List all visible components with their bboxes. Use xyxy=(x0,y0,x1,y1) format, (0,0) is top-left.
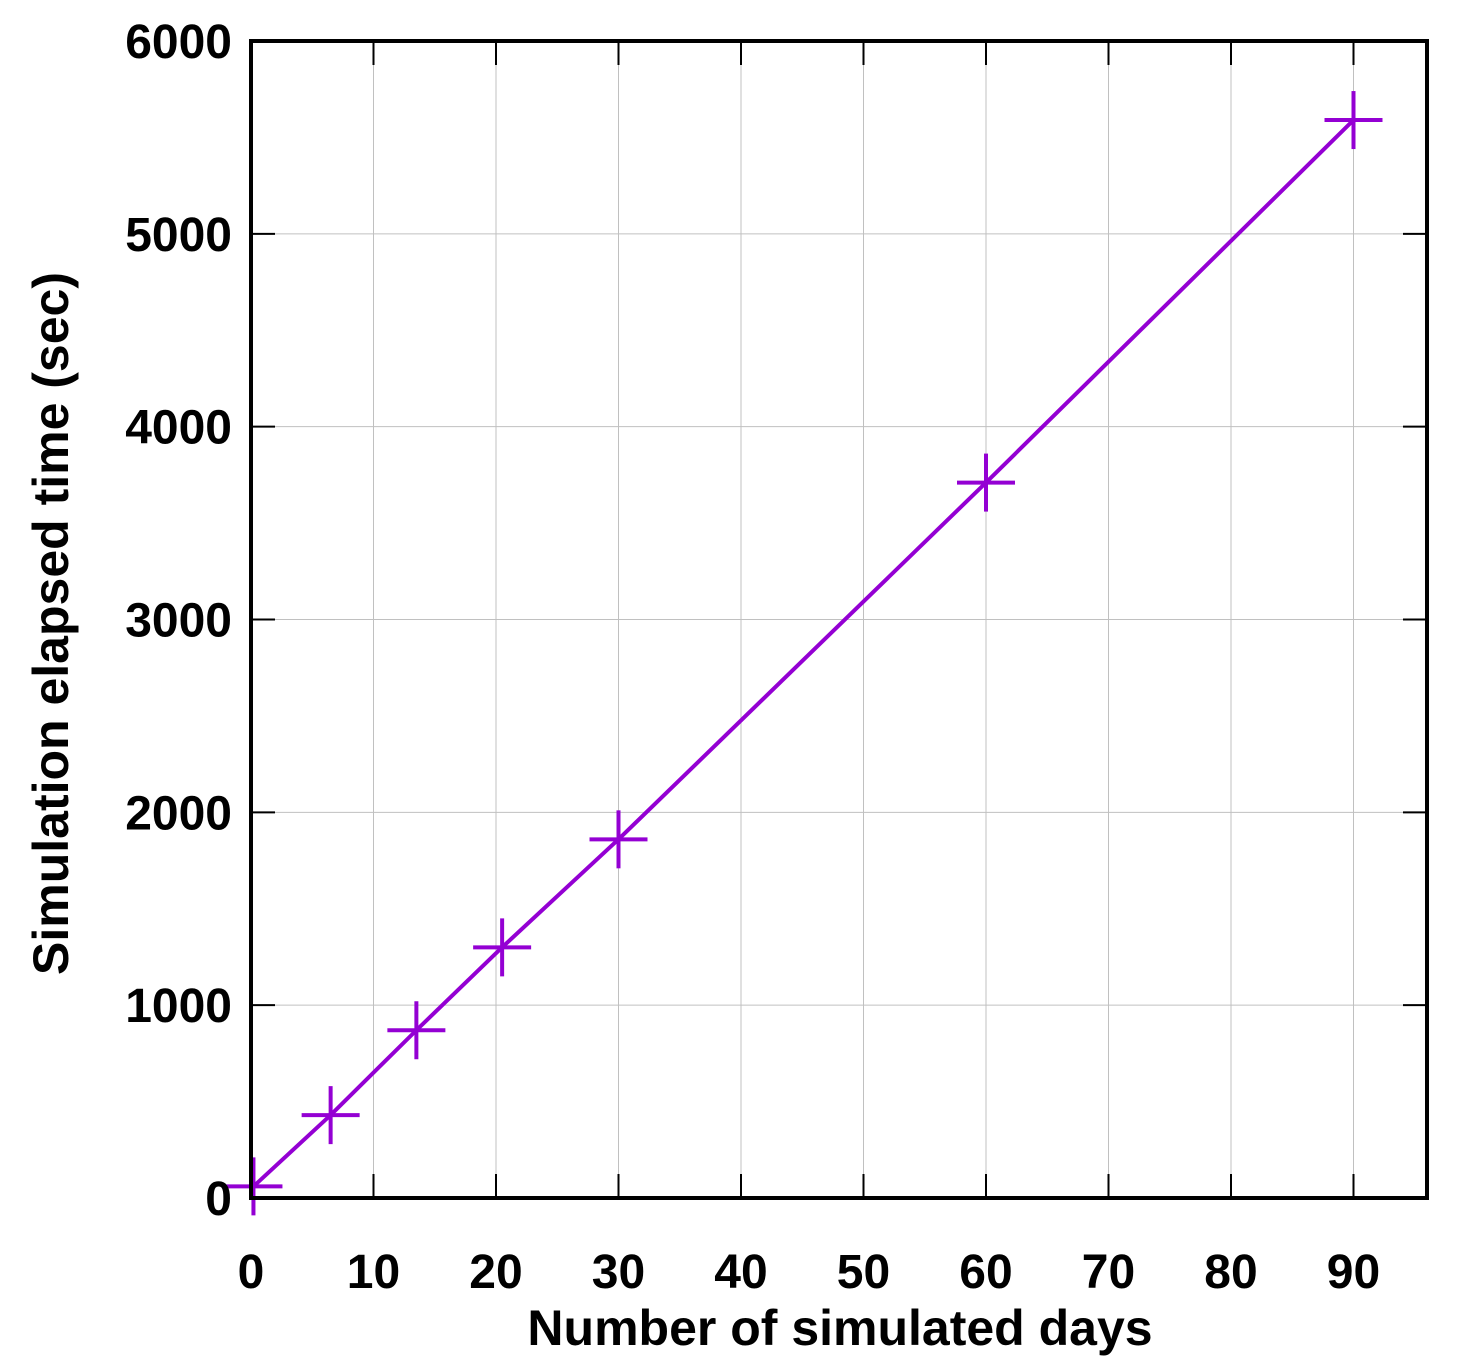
y-tick-label: 3000 xyxy=(125,595,232,648)
y-tick-label: 4000 xyxy=(125,402,232,455)
data-point-marker xyxy=(473,918,532,977)
x-tick-label: 90 xyxy=(1327,1246,1380,1299)
y-axis-title: Simulation elapsed time (sec) xyxy=(23,272,79,975)
x-axis-title: Number of simulated days xyxy=(527,1300,1152,1356)
x-tick-label: 10 xyxy=(347,1246,400,1299)
y-tick-label: 6000 xyxy=(125,16,232,69)
x-tick-label: 70 xyxy=(1082,1246,1135,1299)
series-layer xyxy=(224,91,1383,1216)
x-tick-label: 0 xyxy=(238,1246,265,1299)
tick-labels: 0 10 20 30 40 50 60 70 80 90 0 1000 2000 3000 4000 5000… xyxy=(125,16,1380,1299)
y-tick-label: 2000 xyxy=(125,787,232,840)
x-tick-label: 80 xyxy=(1204,1246,1257,1299)
series-line xyxy=(252,118,1355,1188)
data-point-marker xyxy=(224,1157,283,1216)
data-point-marker xyxy=(301,1086,360,1145)
y-tick-label: 0 xyxy=(205,1173,232,1226)
data-point-marker xyxy=(387,1001,446,1060)
y-tick-label: 1000 xyxy=(125,980,232,1033)
x-tick-label: 60 xyxy=(959,1246,1012,1299)
plot-frame xyxy=(249,39,1429,1200)
x-tick-label: 30 xyxy=(592,1246,645,1299)
data-point-marker xyxy=(589,810,648,869)
grid-lines xyxy=(251,41,1427,1198)
x-tick-label: 50 xyxy=(837,1246,890,1299)
data-point-marker xyxy=(957,453,1015,512)
y-tick-label: 5000 xyxy=(125,209,232,262)
x-tick-label: 20 xyxy=(469,1246,522,1299)
x-tick-label: 40 xyxy=(714,1246,767,1299)
data-point-marker xyxy=(1324,91,1383,150)
